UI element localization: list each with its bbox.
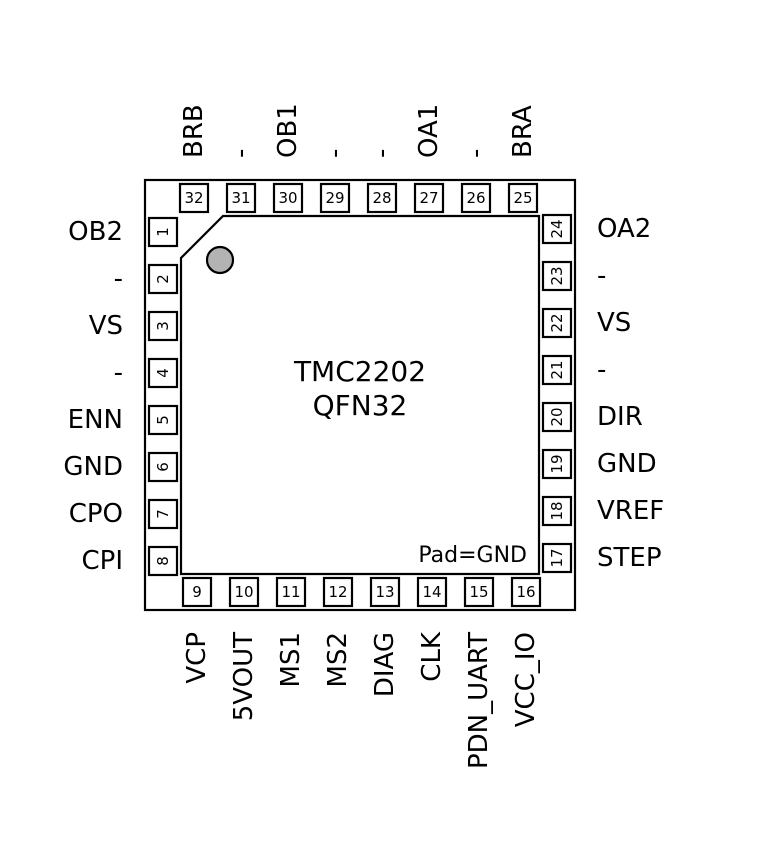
pin-23-label: -	[597, 261, 606, 291]
pin-18-label: VREF	[597, 496, 664, 526]
pin-4-num: 4	[154, 368, 172, 378]
pin-20-num: 20	[548, 407, 566, 426]
pin-21-label: -	[597, 355, 606, 385]
pin-15-label: PDN_UART	[464, 632, 494, 769]
pin-16-num: 16	[516, 583, 535, 601]
pin-12-label: MS2	[323, 632, 353, 687]
pin-4-label: -	[114, 358, 123, 388]
pin-6-label: GND	[63, 452, 123, 482]
pin-26-num: 26	[466, 189, 485, 207]
pin-14-num: 14	[422, 583, 441, 601]
pin-10-label: 5VOUT	[229, 632, 259, 721]
pin-21-num: 21	[548, 360, 566, 379]
pin-1-num: 1	[154, 227, 172, 237]
pin-17-num: 17	[548, 548, 566, 567]
pin-22-num: 22	[548, 313, 566, 332]
pin-7-label: CPO	[69, 499, 123, 529]
pin-22-label: VS	[597, 308, 631, 338]
pin-16-label: VCC_IO	[511, 632, 541, 727]
pin-3-label: VS	[89, 311, 123, 341]
pin-30-num: 30	[278, 189, 297, 207]
pin-25-num: 25	[513, 189, 532, 207]
pin1-dot	[207, 247, 233, 273]
pin-28-num: 28	[372, 189, 391, 207]
pin-8-num: 8	[154, 556, 172, 566]
pin-29-label: -	[320, 149, 350, 158]
pin-8-label: CPI	[81, 546, 123, 576]
pin-6-num: 6	[154, 462, 172, 472]
pin-14-label: CLK	[417, 631, 447, 682]
pin-15-num: 15	[469, 583, 488, 601]
pin-25-label: BRA	[508, 105, 538, 158]
pin-32-num: 32	[184, 189, 203, 207]
pin-28-label: -	[367, 149, 397, 158]
pin-13-num: 13	[375, 583, 394, 601]
pin-24-label: OA2	[597, 214, 651, 244]
pin-27-label: OA1	[414, 104, 444, 158]
pin-9-num: 9	[192, 583, 202, 601]
pin-2-label: -	[114, 264, 123, 294]
qfn-pinout-diagram: TMC2202QFN32 Pad=GND 1 OB2 2 - 3 VS 4 - 5 ENN 6 GND 7 C…	[0, 0, 763, 854]
pin-13-label: DIAG	[370, 632, 400, 697]
pin-1-label: OB2	[68, 217, 123, 247]
pin-5-label: ENN	[68, 405, 123, 435]
pin-11-label: MS1	[276, 632, 306, 687]
pin-31-num: 31	[231, 189, 250, 207]
pin-18-num: 18	[548, 501, 566, 520]
pin-24-num: 24	[548, 219, 566, 238]
pin-23-num: 23	[548, 266, 566, 285]
pin-9-label: VCP	[182, 632, 212, 684]
pin-30-label: OB1	[273, 103, 303, 158]
chip-title-1: TMC2202	[293, 355, 426, 388]
pin-19-label: GND	[597, 449, 657, 479]
pin-12-num: 12	[328, 583, 347, 601]
pin-3-num: 3	[154, 321, 172, 331]
pin-17-label: STEP	[597, 543, 662, 573]
pin-26-label: -	[461, 149, 491, 158]
pin-5-num: 5	[154, 415, 172, 425]
pin-31-label: -	[226, 149, 256, 158]
pin-32-label: BRB	[179, 104, 209, 158]
chip-title-2: QFN32	[313, 389, 408, 422]
pin-19-num: 19	[548, 454, 566, 473]
pin-29-num: 29	[325, 189, 344, 207]
pin-11-num: 11	[281, 583, 300, 601]
pin-7-num: 7	[154, 509, 172, 519]
pin-27-num: 27	[419, 189, 438, 207]
pad-text: Pad=GND	[418, 543, 527, 568]
pin-20-label: DIR	[597, 402, 643, 432]
pin-10-num: 10	[234, 583, 253, 601]
pin-2-num: 2	[154, 274, 172, 284]
